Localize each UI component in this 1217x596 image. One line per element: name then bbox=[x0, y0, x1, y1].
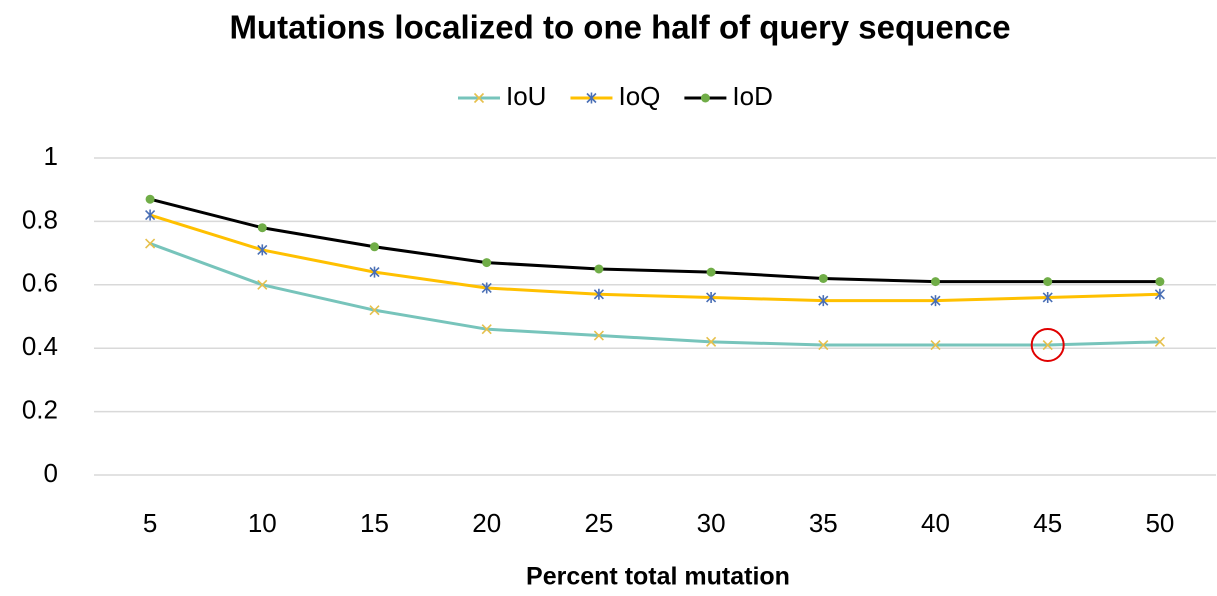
marker-cross bbox=[593, 288, 604, 300]
x-tick-label: 15 bbox=[360, 508, 389, 538]
marker bbox=[706, 336, 717, 347]
y-tick-label: 0 bbox=[44, 458, 58, 488]
marker-cross bbox=[1042, 339, 1053, 351]
x-tick-label: 5 bbox=[143, 508, 157, 538]
marker bbox=[931, 277, 940, 287]
marker-dot bbox=[1043, 277, 1053, 287]
marker bbox=[1042, 291, 1053, 303]
marker bbox=[257, 279, 268, 290]
marker-cross bbox=[257, 244, 268, 256]
marker-cross bbox=[586, 92, 597, 104]
marker-cross bbox=[473, 92, 485, 104]
x-tick-label: 10 bbox=[248, 508, 277, 538]
marker bbox=[1042, 339, 1053, 351]
marker-dot bbox=[700, 93, 710, 103]
marker bbox=[818, 339, 829, 351]
marker-cross bbox=[1154, 288, 1165, 300]
marker-dot bbox=[482, 258, 492, 268]
marker-dot bbox=[931, 277, 940, 287]
y-tick-label: 1 bbox=[44, 141, 58, 171]
marker-cross bbox=[369, 305, 380, 316]
marker-cross bbox=[930, 295, 941, 307]
marker bbox=[930, 339, 941, 351]
marker-cross bbox=[593, 330, 604, 341]
series-line bbox=[149, 213, 1160, 303]
marker-cross bbox=[818, 295, 829, 307]
marker bbox=[1154, 288, 1165, 300]
x-tick-label: 35 bbox=[809, 508, 838, 538]
marker-cross bbox=[481, 324, 492, 335]
marker-dot bbox=[706, 267, 716, 277]
marker bbox=[369, 305, 380, 316]
marker-dot bbox=[370, 242, 379, 252]
y-tick-label: 0.6 bbox=[22, 268, 58, 298]
marker bbox=[818, 295, 829, 307]
marker-cross bbox=[257, 279, 268, 290]
series-line bbox=[149, 242, 1160, 347]
legend-item: IoU bbox=[458, 81, 546, 111]
marker bbox=[1043, 277, 1053, 287]
x-tick-label: 40 bbox=[921, 508, 950, 538]
marker bbox=[481, 282, 492, 294]
marker bbox=[257, 244, 268, 256]
marker-cross bbox=[706, 291, 717, 303]
marker bbox=[818, 273, 828, 283]
marker-cross bbox=[481, 282, 492, 294]
marker-dot bbox=[1155, 277, 1165, 287]
chart-title: Mutations localized to one half of query… bbox=[229, 9, 1010, 46]
marker bbox=[257, 223, 267, 233]
x-tick-label: 50 bbox=[1145, 508, 1174, 538]
marker-dot bbox=[594, 264, 604, 274]
marker-dot bbox=[257, 223, 267, 233]
marker bbox=[145, 194, 155, 204]
legend-label: IoQ bbox=[618, 81, 660, 111]
series-line bbox=[149, 197, 1160, 284]
marker bbox=[145, 209, 156, 221]
legend-label: IoD bbox=[732, 81, 772, 111]
marker-cross bbox=[1154, 336, 1165, 347]
marker-dot bbox=[818, 273, 828, 283]
marker bbox=[593, 330, 604, 341]
x-tick-label: 30 bbox=[697, 508, 726, 538]
marker-cross bbox=[145, 209, 156, 221]
marker bbox=[700, 93, 710, 103]
marker bbox=[586, 92, 597, 104]
marker bbox=[1154, 336, 1165, 347]
y-tick-label: 0.8 bbox=[22, 204, 58, 234]
marker bbox=[593, 288, 604, 300]
marker-cross bbox=[369, 266, 380, 278]
marker-dot bbox=[145, 194, 155, 204]
x-tick-label: 20 bbox=[472, 508, 501, 538]
x-axis-label: Percent total mutation bbox=[526, 563, 790, 591]
legend-item: IoD bbox=[684, 81, 773, 111]
y-tick-label: 0.4 bbox=[22, 331, 58, 361]
marker-cross bbox=[1042, 291, 1053, 303]
marker bbox=[706, 267, 716, 277]
legend-item: IoQ bbox=[570, 81, 660, 111]
marker bbox=[473, 92, 485, 104]
marker-cross bbox=[818, 339, 829, 351]
marker-cross bbox=[930, 339, 941, 351]
y-tick-label: 0.2 bbox=[22, 394, 58, 424]
x-tick-label: 45 bbox=[1033, 508, 1062, 538]
marker bbox=[706, 291, 717, 303]
x-tick-label: 25 bbox=[584, 508, 613, 538]
marker bbox=[594, 264, 604, 274]
marker bbox=[370, 242, 379, 252]
marker bbox=[1155, 277, 1165, 287]
marker bbox=[930, 295, 941, 307]
marker-cross bbox=[706, 336, 717, 347]
highlight-circle bbox=[1030, 328, 1065, 363]
marker-cross bbox=[145, 238, 156, 249]
marker bbox=[481, 324, 492, 335]
legend-label: IoU bbox=[506, 81, 546, 111]
marker bbox=[482, 258, 492, 268]
marker bbox=[369, 266, 380, 278]
marker bbox=[145, 238, 156, 249]
